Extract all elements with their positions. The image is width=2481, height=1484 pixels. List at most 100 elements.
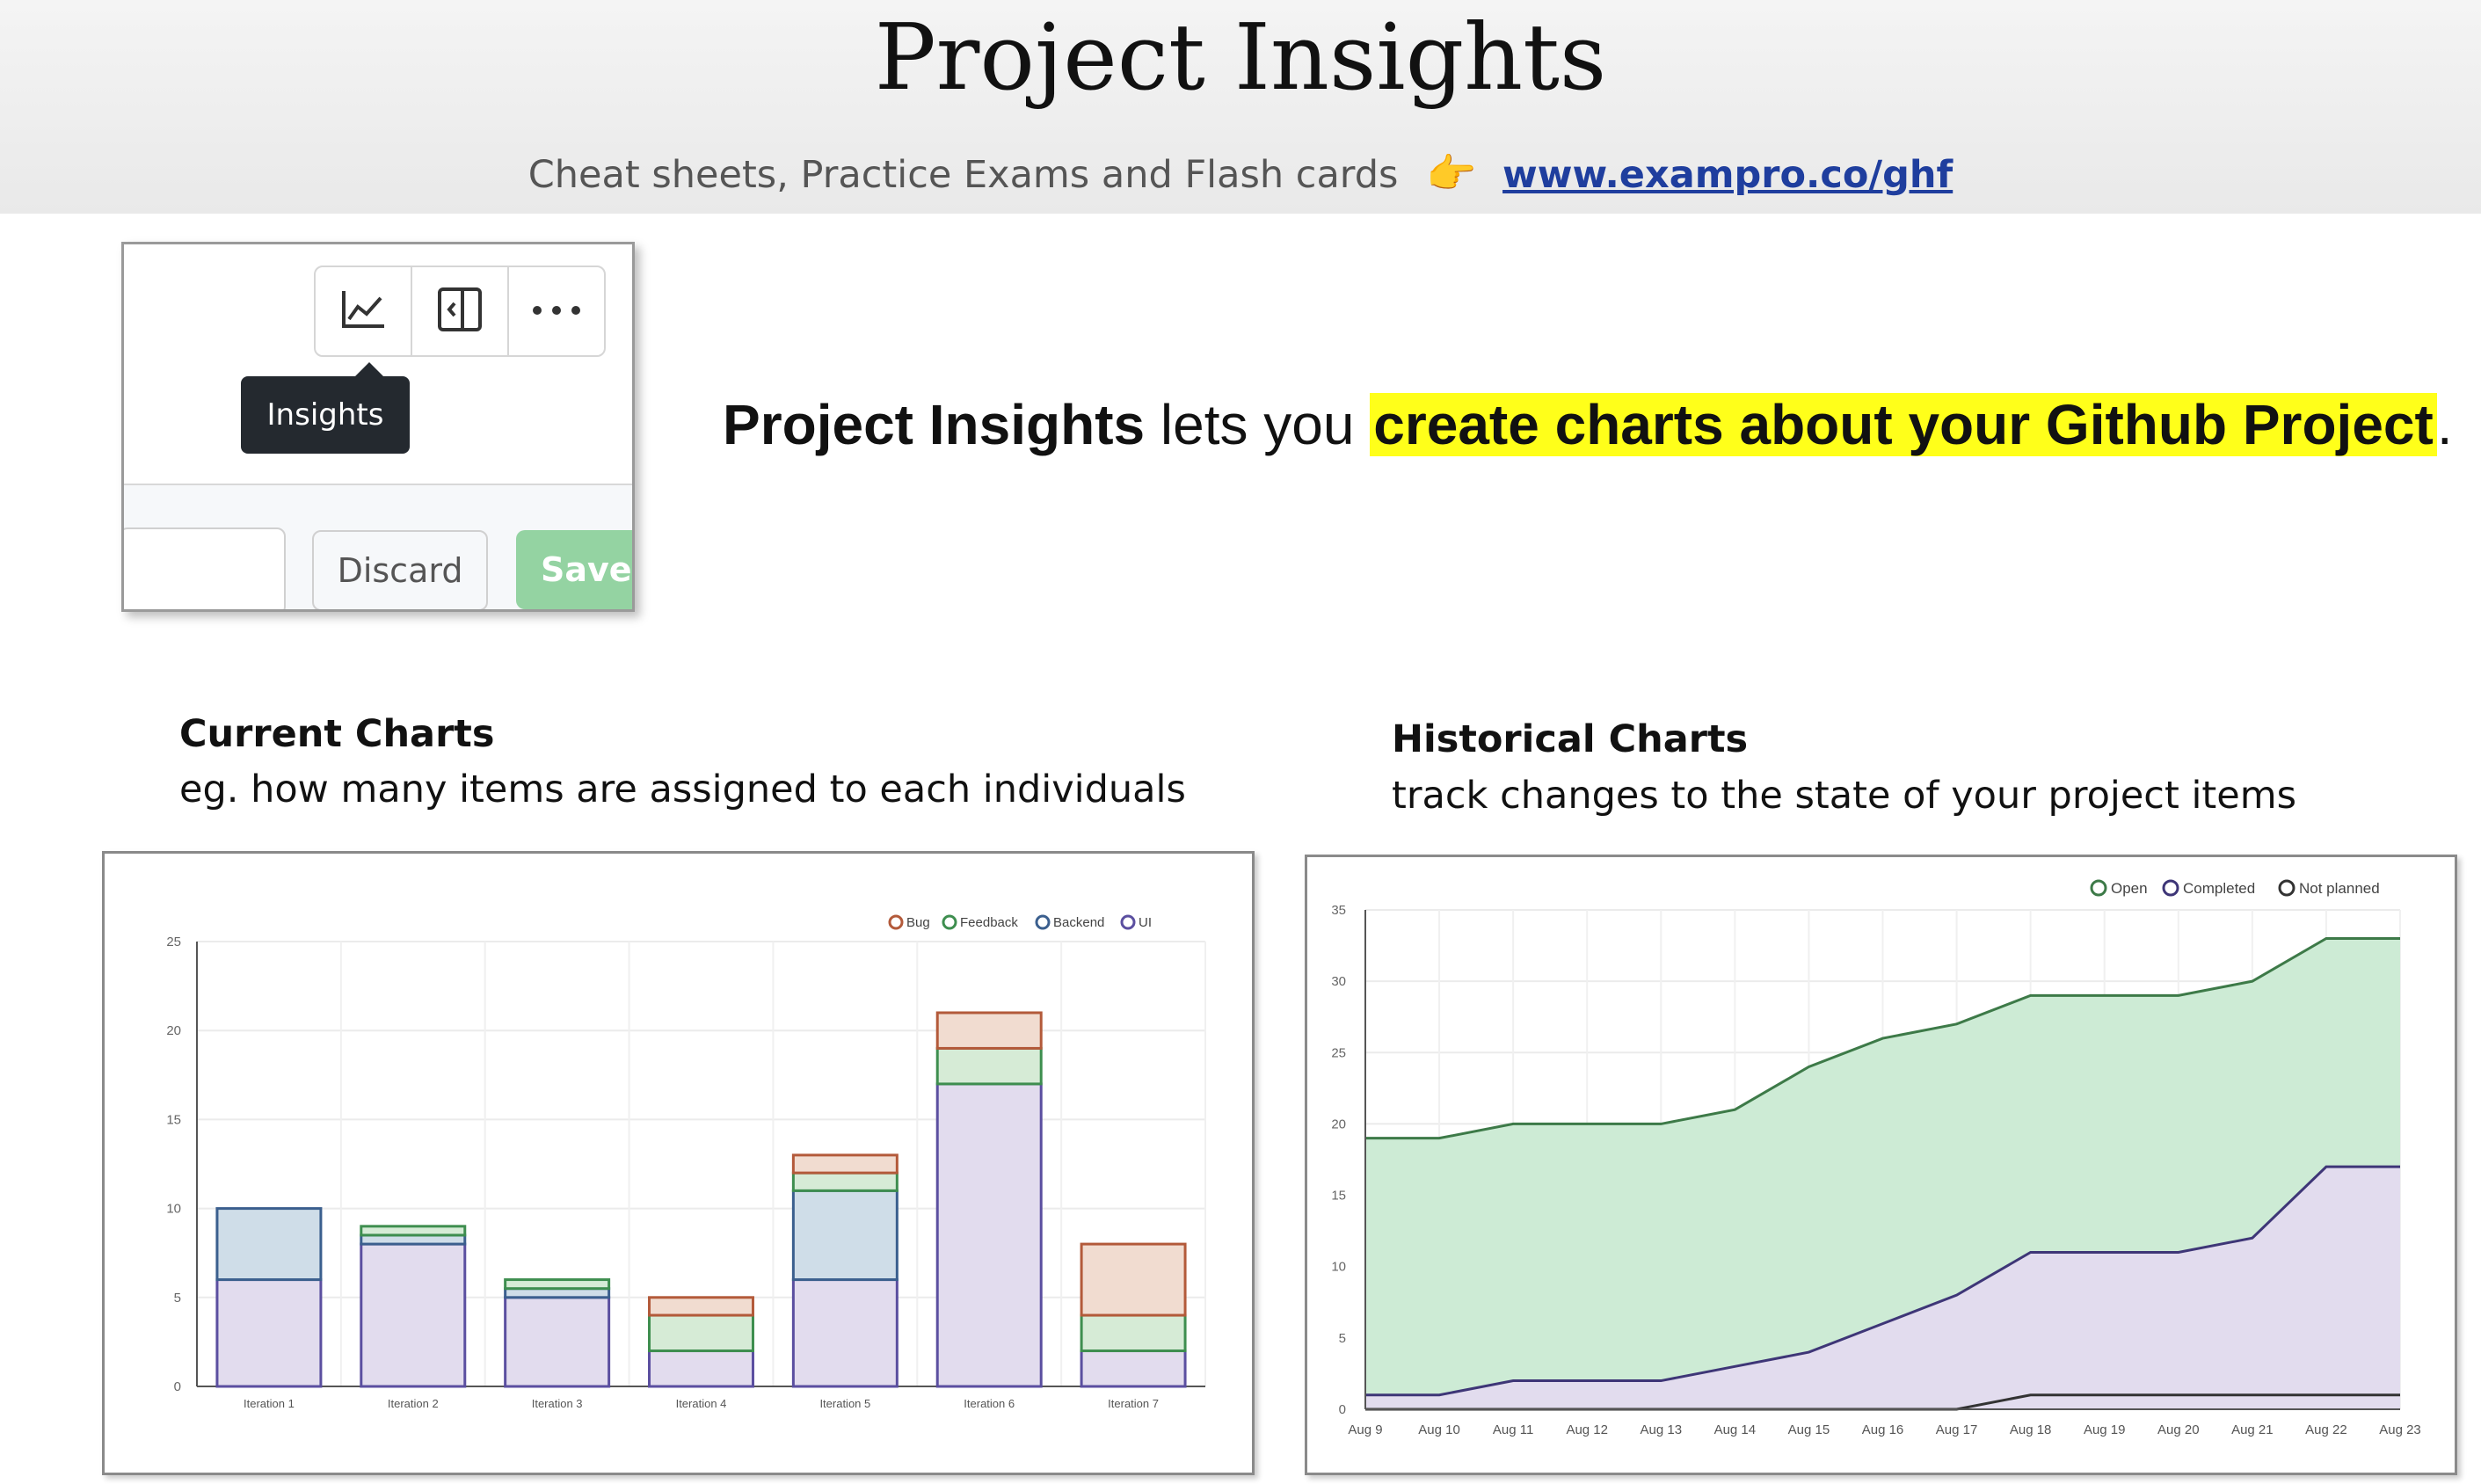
x-tick-label: Aug 20: [2157, 1422, 2200, 1437]
line-chart-icon: [338, 287, 388, 335]
legend-marker: [2090, 879, 2107, 897]
insights-ui-screenshot: Insights Discard Save: [121, 242, 635, 612]
bar-ui: [791, 1278, 899, 1388]
bar-feedback: [935, 1046, 1043, 1086]
pointing-hand-icon: 👉: [1426, 149, 1477, 197]
bar-feedback: [504, 1278, 611, 1291]
stacked-bar-chart: 0 5 10 15 20 25 Iteration 1 Iteration 2 Iteratio…: [166, 914, 1206, 1410]
historical-charts-title: Historical Charts: [1392, 717, 1749, 761]
x-tick-label: Aug 19: [2084, 1422, 2126, 1437]
bar-ui: [215, 1278, 323, 1388]
desc-end: .: [2436, 393, 2453, 456]
bar-backend: [791, 1189, 899, 1282]
side-panel-button[interactable]: [412, 267, 509, 355]
insights-button[interactable]: [316, 267, 412, 355]
x-tick-label: Aug 22: [2305, 1422, 2347, 1437]
legend-marker: [1035, 914, 1051, 930]
x-tick-label: Iteration 5: [819, 1397, 870, 1410]
x-tick-label: Aug 10: [1418, 1422, 1460, 1437]
historical-chart-panel: 0 5 10 15 20 25 30 35 Aug 9 Aug 10 Aug 11 Aug 12 Aug…: [1305, 855, 2457, 1475]
y-tick-label: 20: [1331, 1117, 1346, 1131]
y-tick-label: 25: [166, 935, 181, 949]
x-tick-label: Iteration 1: [244, 1397, 295, 1410]
legend-marker: [1120, 914, 1136, 930]
y-tick-label: 20: [166, 1023, 181, 1038]
legend-marker: [942, 914, 957, 930]
desc-highlight: create charts about your Github Project: [1370, 393, 2437, 456]
current-chart-panel: 0 5 10 15 20 25 Iteration 1 Iteration 2 Iteratio…: [102, 851, 1255, 1475]
save-button[interactable]: Save: [516, 530, 632, 609]
legend-label: Bug: [906, 915, 930, 930]
y-tick-label: 25: [1331, 1045, 1346, 1060]
bar-feedback: [648, 1313, 754, 1353]
y-tick-label: 5: [174, 1291, 181, 1306]
desc-bold: Project Insights: [723, 393, 1146, 456]
y-tick-label: 35: [1331, 903, 1346, 918]
legend-label: Backend: [1053, 915, 1104, 930]
y-tick-label: 5: [1339, 1331, 1346, 1346]
exampro-link[interactable]: www.exampro.co/ghf: [1502, 153, 1954, 197]
bar-bug: [791, 1153, 899, 1175]
x-tick-label: Aug 23: [2379, 1422, 2421, 1437]
x-tick-label: Aug 12: [1566, 1422, 1608, 1437]
toolbar-button-group: [314, 266, 606, 357]
y-tick-label: 15: [1331, 1189, 1346, 1204]
legend-label: Feedback: [960, 915, 1018, 930]
bar-backend: [215, 1207, 323, 1282]
sidebar-panel-icon: [436, 286, 484, 337]
bar-ui: [935, 1082, 1043, 1388]
more-options-button[interactable]: [509, 267, 604, 355]
bar-bug: [648, 1296, 754, 1317]
bar-ui: [504, 1296, 611, 1388]
x-tick-label: Iteration 7: [1108, 1397, 1159, 1410]
x-tick-label: Aug 15: [1788, 1422, 1830, 1437]
bar-bug: [935, 1011, 1043, 1050]
text-input[interactable]: [124, 527, 286, 609]
bar-feedback: [360, 1225, 467, 1237]
x-tick-label: Aug 16: [1862, 1422, 1904, 1437]
header-banner: Project Insights Cheat sheets, Practice …: [0, 0, 2481, 214]
insights-description: Project Insights lets you create charts …: [723, 385, 2453, 464]
subtitle-text: Cheat sheets, Practice Exams and Flash c…: [527, 153, 1399, 197]
legend-label: Completed: [2183, 880, 2255, 897]
x-tick-label: Iteration 3: [532, 1397, 583, 1410]
header-subtitle: Cheat sheets, Practice Exams and Flash c…: [0, 142, 2481, 206]
legend-label: Not planned: [2299, 880, 2380, 897]
bar-ui: [1080, 1349, 1187, 1388]
y-tick-label: 0: [1339, 1402, 1346, 1417]
legend-label: UI: [1139, 915, 1152, 930]
desc-middle: lets you: [1145, 393, 1371, 456]
bar-backend: [504, 1287, 611, 1299]
x-tick-label: Iteration 6: [964, 1397, 1015, 1410]
discard-button[interactable]: Discard: [312, 530, 488, 609]
divider: [124, 484, 632, 485]
x-tick-label: Aug 13: [1641, 1422, 1683, 1437]
line-open: [1365, 936, 2400, 1140]
legend-marker: [2162, 879, 2179, 897]
page-title: Project Insights: [874, 4, 1607, 111]
more-horizontal-icon: [530, 303, 583, 320]
bar-backend: [360, 1233, 467, 1246]
legend-marker: [2278, 879, 2295, 897]
bar-ui: [360, 1242, 467, 1388]
x-tick-label: Aug 21: [2231, 1422, 2274, 1437]
historical-charts-desc: track changes to the state of your proje…: [1392, 774, 2297, 818]
x-tick-label: Iteration 4: [676, 1397, 727, 1410]
x-tick-label: Aug 14: [1714, 1422, 1757, 1437]
bar-bug: [1080, 1242, 1187, 1317]
x-tick-label: Aug 17: [1936, 1422, 1978, 1437]
x-tick-label: Aug 9: [1348, 1422, 1382, 1437]
line-completed: [1365, 1165, 2400, 1397]
bar-feedback: [791, 1171, 899, 1192]
current-charts-desc: eg. how many items are assigned to each …: [179, 767, 1186, 811]
legend-marker: [888, 914, 904, 930]
current-charts-title: Current Charts: [179, 712, 495, 756]
y-tick-label: 15: [166, 1112, 181, 1127]
x-tick-label: Iteration 2: [388, 1397, 439, 1410]
y-tick-label: 30: [1331, 974, 1346, 989]
y-tick-label: 10: [1331, 1260, 1346, 1275]
stacked-area-chart: 0 5 10 15 20 25 30 35 Aug 9 Aug 10 Aug 11 Aug 12 Aug…: [1331, 879, 2421, 1437]
area-not-planned: [1365, 1394, 2400, 1409]
legend-label: Open: [2111, 880, 2148, 897]
bar-ui: [648, 1349, 754, 1388]
